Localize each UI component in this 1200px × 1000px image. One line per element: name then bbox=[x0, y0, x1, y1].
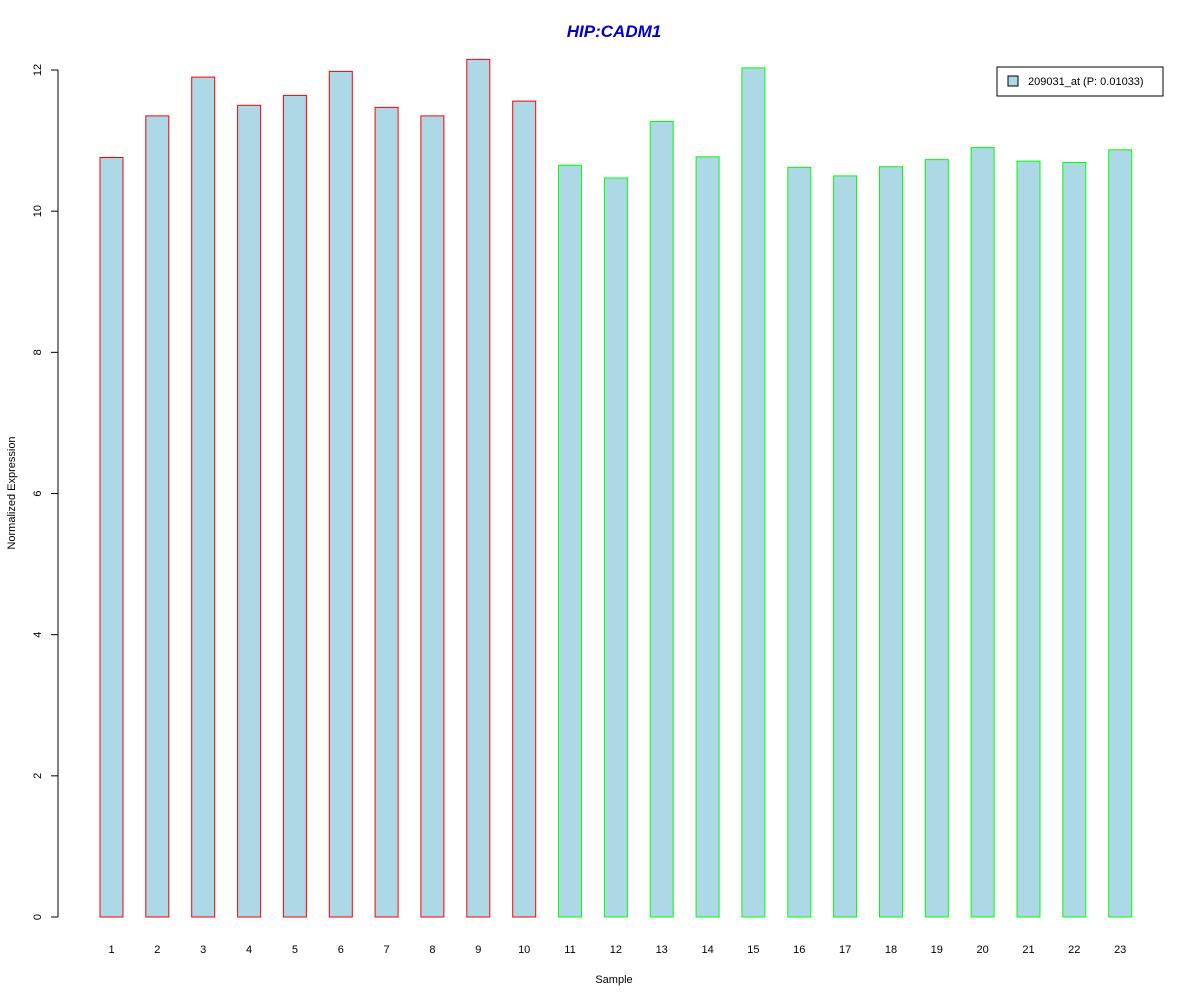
bar-sample-19 bbox=[924, 159, 949, 918]
y-axis-tick-label: 0 bbox=[32, 914, 44, 920]
x-axis-tick-label: 12 bbox=[610, 944, 622, 956]
y-axis-tick-label: 4 bbox=[32, 632, 44, 638]
y-axis-tick-label: 12 bbox=[32, 64, 44, 76]
bar-sample-10 bbox=[512, 100, 537, 918]
bars-group bbox=[99, 58, 1133, 918]
x-axis-tick-label: 10 bbox=[518, 944, 530, 956]
bar-sample-18 bbox=[879, 166, 903, 918]
x-axis-tick-label: 17 bbox=[839, 944, 851, 956]
legend: 209031_at (P: 0.01033) bbox=[996, 66, 1164, 97]
bar-sample-4 bbox=[237, 104, 262, 918]
bar-sample-6 bbox=[328, 70, 353, 918]
x-axis-tick-label: 4 bbox=[246, 944, 252, 956]
bar-sample-13 bbox=[649, 121, 674, 918]
x-axis-tick-label: 18 bbox=[885, 944, 897, 956]
y-axis-tick-label: 2 bbox=[32, 773, 44, 779]
y-axis-tick-label: 6 bbox=[32, 490, 44, 496]
x-axis-tick-label: 8 bbox=[429, 944, 435, 956]
x-axis-tick-labels: 1 2 3 4 5 6 7 8 9 10 11 12 13 14 15 16 17 18 19 20 21 22 23 bbox=[108, 944, 1126, 956]
bar-sample-22 bbox=[1062, 162, 1087, 918]
x-axis-tick-label: 23 bbox=[1114, 944, 1126, 956]
x-axis-tick-label: 3 bbox=[200, 944, 206, 956]
x-axis-tick-label: 9 bbox=[475, 944, 481, 956]
bar-sample-12 bbox=[603, 177, 628, 918]
y-axis-label: Normalized Expression bbox=[6, 436, 18, 549]
legend-entry-label: 209031_at (P: 0.01033) bbox=[1028, 76, 1144, 88]
x-axis-label: Sample bbox=[595, 974, 632, 986]
x-axis-tick-label: 21 bbox=[1022, 944, 1034, 956]
bar-sample-8 bbox=[420, 115, 445, 918]
bar-sample-23 bbox=[1108, 149, 1133, 918]
bar-sample-1 bbox=[99, 157, 124, 918]
x-axis-tick-label: 7 bbox=[384, 944, 390, 956]
y-axis-tick-label: 8 bbox=[32, 349, 44, 355]
x-axis-tick-label: 5 bbox=[292, 944, 298, 956]
x-axis-tick-label: 1 bbox=[108, 944, 114, 956]
x-axis-tick-label: 13 bbox=[656, 944, 668, 956]
bar-sample-21 bbox=[1016, 160, 1041, 918]
bar-sample-5 bbox=[282, 94, 307, 918]
chart-title: HIP:CADM1 bbox=[567, 22, 661, 41]
bar-sample-20 bbox=[970, 147, 995, 918]
legend-swatch bbox=[1007, 75, 1019, 87]
x-axis-tick-label: 6 bbox=[338, 944, 344, 956]
x-axis-tick-label: 16 bbox=[793, 944, 805, 956]
x-axis-tick-label: 15 bbox=[747, 944, 759, 956]
x-axis-tick-label: 14 bbox=[701, 944, 713, 956]
x-axis-tick-label: 2 bbox=[154, 944, 160, 956]
bar-sample-15 bbox=[741, 67, 766, 918]
bar-sample-7 bbox=[374, 106, 399, 918]
bar-sample-9 bbox=[466, 58, 491, 918]
bar-sample-16 bbox=[787, 166, 812, 918]
x-axis-tick-label: 22 bbox=[1068, 944, 1080, 956]
x-axis-tick-label: 20 bbox=[976, 944, 988, 956]
bar-sample-2 bbox=[145, 115, 170, 918]
y-axis-tick-label: 10 bbox=[32, 205, 44, 217]
y-axis: 0 2 4 6 8 10 12 bbox=[32, 64, 59, 920]
x-axis-tick-label: 11 bbox=[564, 944, 575, 956]
x-axis-tick-label: 19 bbox=[931, 944, 943, 956]
bar-sample-3 bbox=[191, 76, 216, 918]
bar-sample-17 bbox=[833, 175, 858, 918]
legend-box bbox=[996, 66, 1164, 97]
bar-sample-14 bbox=[695, 156, 720, 918]
bar-sample-11 bbox=[558, 164, 582, 918]
